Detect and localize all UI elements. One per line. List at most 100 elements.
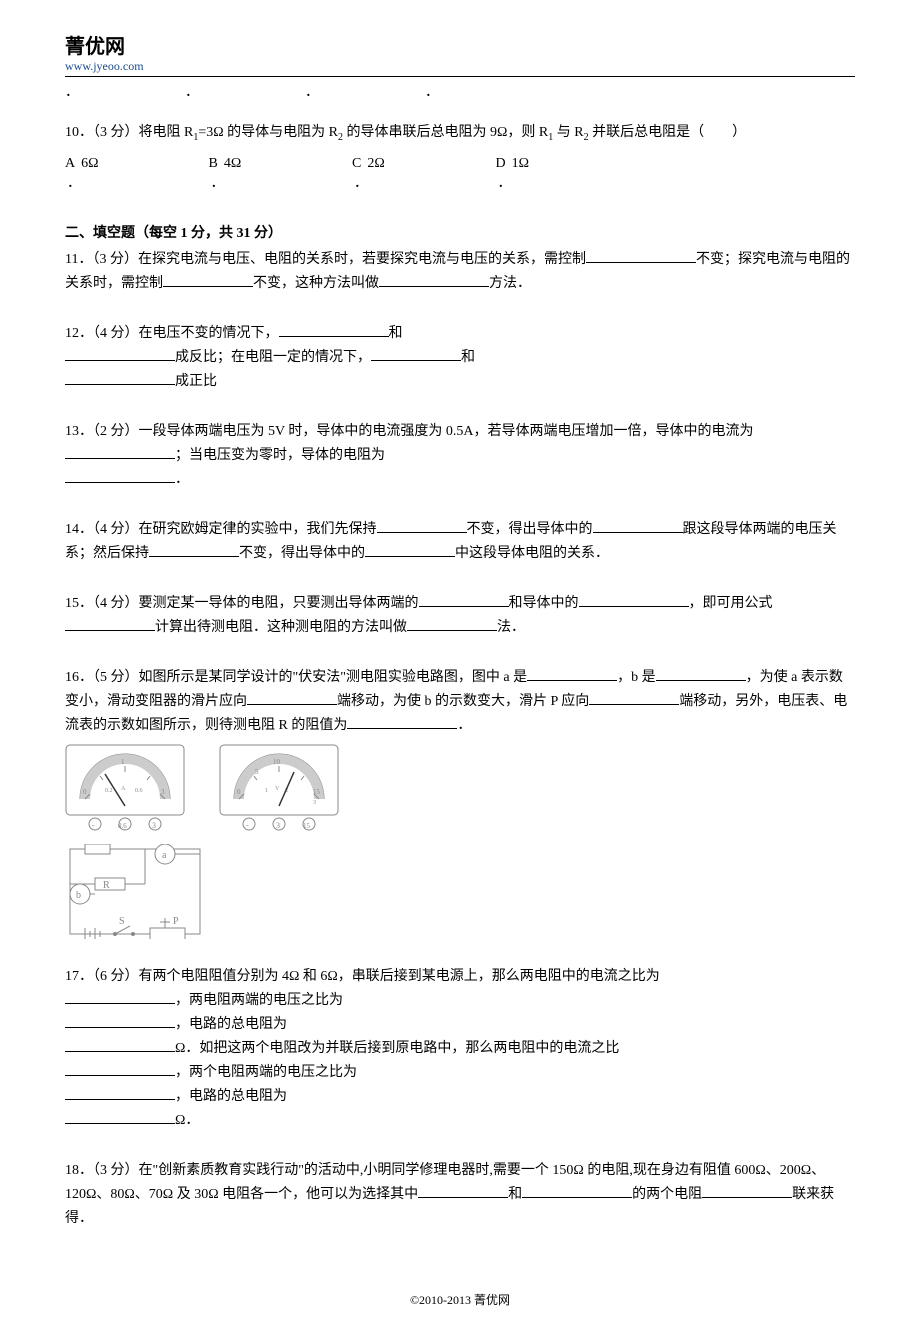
ammeter-figure: 0 1 3 0.2 A 0.6 - 0.6 3 bbox=[65, 744, 185, 834]
opt-label-c: C bbox=[352, 156, 361, 171]
question-10: 10．（3 分）将电阻 R1=3Ω 的导体与电阻为 R2 的导体串联后总电阻为 … bbox=[65, 121, 855, 196]
q10-seg5: 并联后总电阻是（ ） bbox=[589, 125, 747, 140]
svg-text:a: a bbox=[162, 850, 167, 861]
section-2-title: 二、填空题（每空 1 分，共 31 分） bbox=[65, 222, 855, 242]
q17-p1: 17．（6 分）有两个电阻阻值分别为 4Ω 和 6Ω，串联后接到某电源上，那么两… bbox=[65, 969, 660, 984]
q11-blank1 bbox=[586, 248, 696, 263]
q15-p3: ，即可用公式 bbox=[689, 596, 773, 611]
q16-blank1 bbox=[527, 666, 617, 681]
q16-p6: ． bbox=[457, 718, 471, 733]
q10-seg3: 的导体串联后总电阻为 9Ω，则 R bbox=[343, 125, 548, 140]
q13-p2: ；当电压变为零时，导体的电阻为 bbox=[175, 448, 385, 463]
q14-p4: 不变，得出导体中的 bbox=[239, 546, 365, 561]
svg-text:b: b bbox=[76, 890, 81, 901]
question-12: 12．（4 分）在电压不变的情况下，和 成反比；在电阻一定的情况下，和 成正比 bbox=[65, 322, 855, 394]
q17-blank3 bbox=[65, 1037, 175, 1052]
q13-blank2 bbox=[65, 468, 175, 483]
opt-label-a: A bbox=[65, 156, 75, 171]
q13-p1: 13．（2 分）一段导体两端电压为 5V 时，导体中的电流强度为 0.5A，若导… bbox=[65, 424, 753, 439]
q11-blank2 bbox=[163, 272, 253, 287]
page-header: 菁优网 www.jyeoo.com bbox=[65, 30, 855, 77]
circuit-figure: a b R bbox=[65, 844, 855, 939]
opt-val-d: 1Ω bbox=[512, 156, 529, 171]
q18-blank2 bbox=[522, 1183, 632, 1198]
q16-p2: ，b 是 bbox=[617, 670, 656, 685]
question-11: 11．（3 分）在探究电流与电压、电阻的关系时，若要探究电流与电压的关系，需控制… bbox=[65, 248, 855, 296]
q10-option-b: B4Ω ． bbox=[209, 152, 349, 196]
svg-text:1: 1 bbox=[265, 788, 268, 794]
q17-p7: Ω． bbox=[175, 1113, 199, 1128]
q12-p1: 12．（4 分）在电压不变的情况下， bbox=[65, 326, 279, 341]
q15-p5: 法． bbox=[497, 620, 525, 635]
opt-dot-d: ． bbox=[498, 172, 636, 196]
svg-text:P: P bbox=[173, 916, 179, 927]
q13-p3: ． bbox=[175, 472, 189, 487]
q17-p5: ，两个电阻两端的电压之比为 bbox=[175, 1065, 357, 1080]
q16-blank2 bbox=[656, 666, 746, 681]
svg-text:0.6: 0.6 bbox=[118, 822, 127, 830]
q15-blank1 bbox=[419, 592, 509, 607]
q17-p2: ，两电阻两端的电压之比为 bbox=[175, 993, 343, 1008]
site-name: 菁优网 bbox=[65, 30, 855, 59]
q16-figures: 0 1 3 0.2 A 0.6 - 0.6 3 bbox=[65, 744, 855, 939]
dot-row-top: ．．．． bbox=[65, 81, 855, 101]
q10-option-c: C2Ω ． bbox=[352, 152, 492, 196]
q17-blank1 bbox=[65, 989, 175, 1004]
q10-options: A 6Ω ． B4Ω ． C 2Ω ． D 1Ω ． bbox=[65, 152, 855, 196]
q15-p4: 计算出待测电阻．这种测电阻的方法叫做 bbox=[155, 620, 407, 635]
q14-blank3 bbox=[149, 542, 239, 557]
q14-p1: 14．（4 分）在研究欧姆定律的实验中，我们先保持 bbox=[65, 522, 377, 537]
q14-p5: 中这段导体电阻的关系． bbox=[455, 546, 609, 561]
q14-p2: 不变，得出导体中的 bbox=[467, 522, 593, 537]
question-14: 14．（4 分）在研究欧姆定律的实验中，我们先保持不变，得出导体中的跟这段导体两… bbox=[65, 518, 855, 566]
q11-blank3 bbox=[379, 272, 489, 287]
svg-text:3: 3 bbox=[152, 821, 156, 830]
q14-blank2 bbox=[593, 518, 683, 533]
svg-text:R: R bbox=[103, 880, 110, 891]
svg-text:A: A bbox=[121, 786, 126, 792]
svg-text:-: - bbox=[92, 821, 95, 830]
q17-blank5 bbox=[65, 1085, 175, 1100]
svg-text:0: 0 bbox=[237, 788, 241, 796]
q17-blank4 bbox=[65, 1061, 175, 1076]
q10-seg4: 与 R bbox=[553, 125, 583, 140]
q12-blank4 bbox=[65, 370, 175, 385]
q13-blank1 bbox=[65, 444, 175, 459]
q18-p2: 和 bbox=[508, 1187, 522, 1202]
q12-p3: 成反比；在电阻一定的情况下， bbox=[175, 350, 371, 365]
svg-text:5: 5 bbox=[255, 768, 259, 776]
q12-p4: 和 bbox=[461, 350, 475, 365]
question-17: 17．（6 分）有两个电阻阻值分别为 4Ω 和 6Ω，串联后接到某电源上，那么两… bbox=[65, 965, 855, 1133]
q18-blank3 bbox=[702, 1183, 792, 1198]
q16-blank3 bbox=[247, 690, 337, 705]
q12-blank1 bbox=[279, 322, 389, 337]
opt-val-c: 2Ω bbox=[367, 156, 384, 171]
q17-blank2 bbox=[65, 1013, 175, 1028]
q17-p3: ，电路的总电阻为 bbox=[175, 1017, 287, 1032]
svg-text:10: 10 bbox=[273, 758, 281, 766]
question-15: 15．（4 分）要测定某一导体的电阻，只要测出导体两端的和导体中的，即可用公式计… bbox=[65, 592, 855, 640]
opt-label-d: D bbox=[496, 156, 506, 171]
svg-text:S: S bbox=[119, 916, 125, 927]
q11-p1: 11．（3 分）在探究电流与电压、电阻的关系时，若要探究电流与电压的关系，需控制 bbox=[65, 252, 586, 267]
page-footer: ©2010-2013 菁优网 bbox=[65, 1291, 855, 1318]
q10-option-a: A 6Ω ． bbox=[65, 152, 205, 196]
voltmeter-figure: 0 5 10 15 1 V 2 3 - 3 15 bbox=[219, 744, 339, 834]
svg-text:15: 15 bbox=[313, 788, 321, 796]
svg-text:1: 1 bbox=[121, 758, 125, 766]
q15-p1: 15．（4 分）要测定某一导体的电阻，只要测出导体两端的 bbox=[65, 596, 419, 611]
q10-seg2: =3Ω 的导体与电阻为 R bbox=[198, 125, 338, 140]
q10-text: 10．（3 分）将电阻 R1=3Ω 的导体与电阻为 R2 的导体串联后总电阻为 … bbox=[65, 121, 855, 150]
q17-p6: ，电路的总电阻为 bbox=[175, 1089, 287, 1104]
opt-dot-a: ． bbox=[67, 172, 205, 196]
opt-val-b: 4Ω bbox=[224, 156, 241, 171]
site-url: www.jyeoo.com bbox=[65, 59, 855, 74]
opt-val-a: 6Ω bbox=[81, 156, 98, 171]
q15-blank3 bbox=[65, 616, 155, 631]
svg-text:-: - bbox=[246, 821, 249, 830]
q16-p1: 16．（5 分）如图所示是某同学设计的"伏安法"测电阻实验电路图，图中 a 是 bbox=[65, 670, 527, 685]
q12-p5: 成正比 bbox=[175, 374, 217, 389]
q16-blank4 bbox=[589, 690, 679, 705]
q12-blank2 bbox=[65, 346, 175, 361]
svg-text:3: 3 bbox=[161, 788, 165, 796]
